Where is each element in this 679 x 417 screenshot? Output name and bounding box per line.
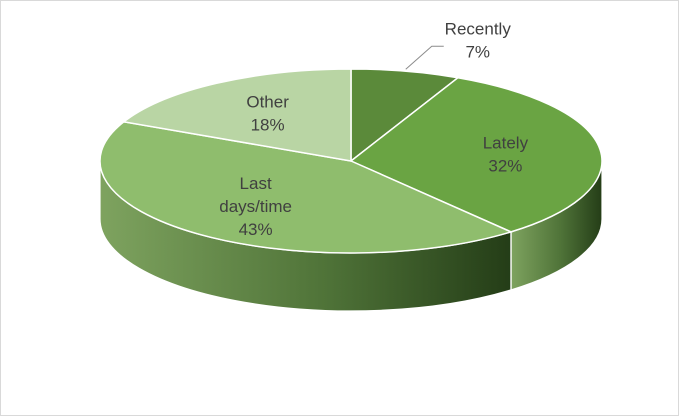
pie-slice-last-days-time — [99, 121, 514, 254]
slice-percent-1: 32% — [488, 156, 522, 175]
slice-label-1: Lately — [483, 133, 529, 152]
pie-slice-lately — [349, 76, 603, 233]
pie-slice-other — [122, 68, 352, 162]
slice-label-2: Last — [240, 174, 272, 193]
slice-label-3: Other — [246, 92, 289, 111]
pie-slice-recently — [350, 68, 460, 163]
slice-percent-3: 18% — [251, 115, 285, 134]
leader-line-0 — [405, 45, 444, 70]
slice-label-2: days/time — [219, 197, 292, 216]
slice-percent-2: 43% — [239, 220, 273, 239]
slice-label-0: Recently — [445, 20, 512, 39]
slice-percent-0: 7% — [465, 43, 490, 62]
